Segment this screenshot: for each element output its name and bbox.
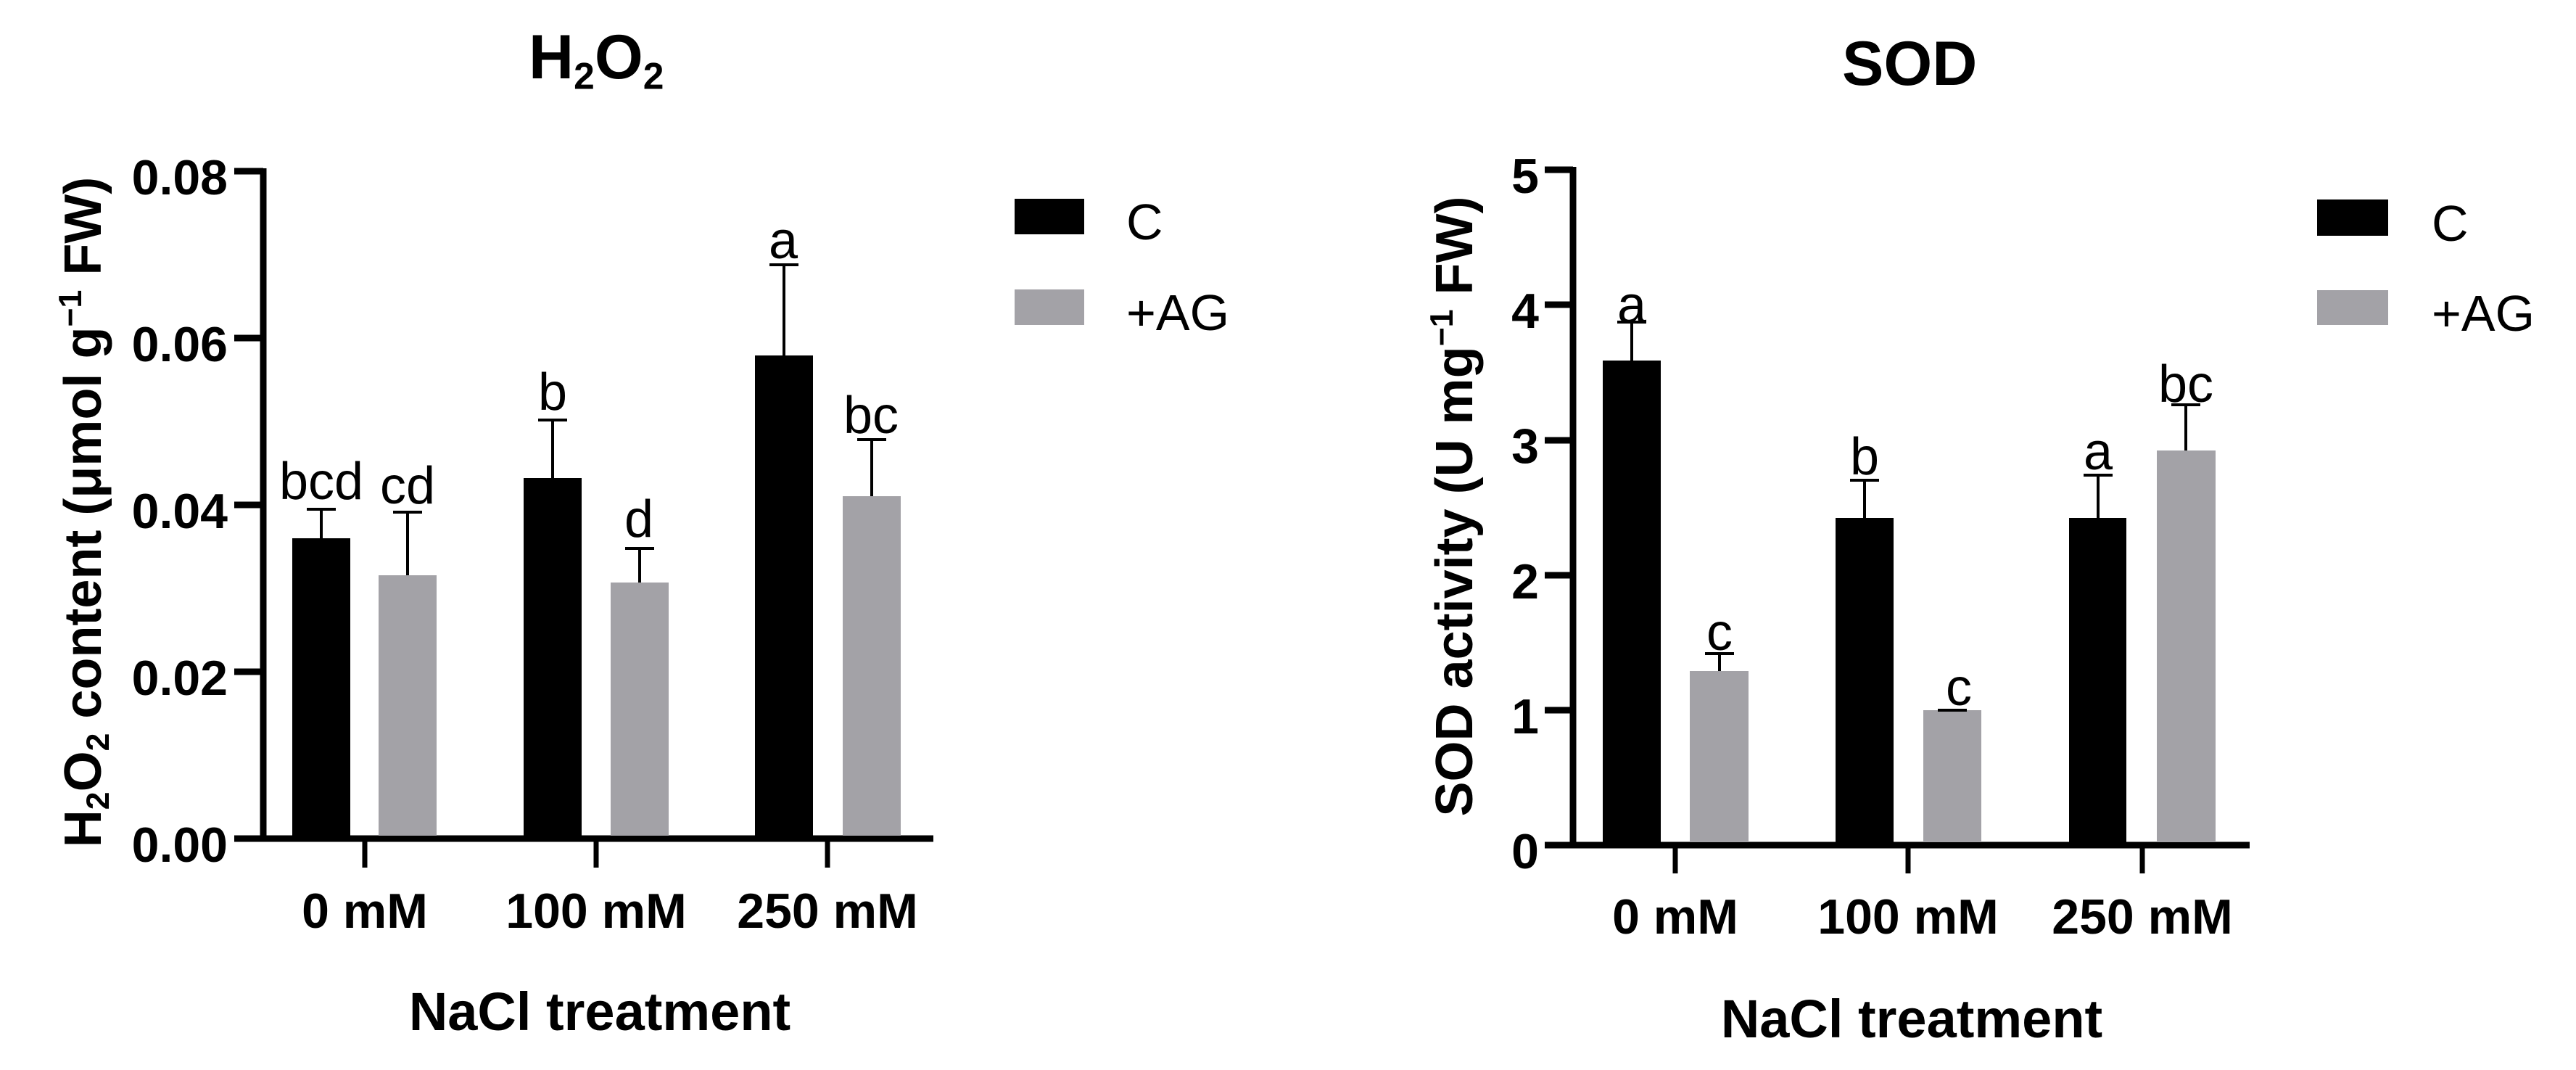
bar-ag-0mM: [1690, 671, 1749, 842]
x-category-label: 0 mM: [1612, 889, 1738, 945]
bar-c-0mM: [292, 538, 350, 836]
legend-label-ag: +AG: [2432, 285, 2535, 342]
y-tick-label: 5: [1511, 149, 1539, 204]
y-tick-label: 2: [1511, 554, 1539, 609]
bar-ag-0mM: [379, 575, 437, 836]
significance-label: d: [624, 490, 654, 548]
x-category-label: 100 mM: [1817, 889, 1999, 945]
x-category-label: 250 mM: [2052, 889, 2233, 945]
y-tick-label: 4: [1511, 284, 1539, 339]
significance-label: b: [537, 363, 568, 421]
bar-ag-250mM: [2157, 450, 2216, 842]
significance-label: b: [1849, 428, 1880, 486]
x-category-label: 0 mM: [302, 884, 428, 939]
title-subscript: 2: [574, 54, 595, 97]
title-subscript: 2: [643, 54, 664, 97]
x-axis-label-h2o2: NaCl treatment: [408, 981, 791, 1042]
significance-label: bc: [843, 387, 899, 445]
legend-label-ag: +AG: [1126, 284, 1230, 341]
significance-label: a: [768, 212, 798, 270]
y-tick-label: 0.00: [131, 818, 228, 873]
sod-bars: [1603, 361, 2216, 842]
sod-axes: [1545, 166, 2250, 873]
bar-c-250mM: [2069, 518, 2126, 842]
h2o2-bars: [292, 355, 901, 836]
y-tick-label: 0: [1511, 824, 1539, 879]
significance-label: bcd: [278, 453, 364, 511]
title-text: H: [529, 22, 574, 92]
legend-swatch-c: [2317, 199, 2388, 236]
significance-label: c: [1706, 604, 1733, 662]
y-tick-label: 0.04: [131, 484, 228, 539]
bar-ag-250mM: [843, 496, 901, 836]
x-category-label: 100 mM: [505, 884, 687, 939]
y-tick-label: 1: [1511, 689, 1539, 744]
legend-swatch-ag: [2317, 290, 2388, 325]
sod-error-bars: [1617, 321, 2200, 712]
bar-ag-100mM: [1923, 710, 1981, 842]
chart-title-sod: SOD: [1842, 29, 1978, 99]
title-text: O: [594, 22, 643, 92]
y-tick-label: 0.02: [131, 651, 228, 706]
legend-label-c: C: [1126, 194, 1163, 250]
x-category-label: 250 mM: [737, 884, 918, 939]
y-tick-label: 0.06: [131, 317, 228, 372]
h2o2-axes: [234, 168, 933, 868]
significance-label: a: [2083, 423, 2113, 481]
bar-c-0mM: [1603, 361, 1661, 842]
significance-label: bc: [2158, 355, 2214, 413]
bar-c-250mM: [755, 355, 813, 836]
y-tick-label: 0.08: [131, 150, 228, 205]
bar-c-100mM: [1836, 518, 1894, 842]
bar-c-100mM: [524, 478, 582, 836]
y-tick-label: 3: [1511, 419, 1539, 474]
h2o2-error-bars: [307, 263, 886, 583]
bar-ag-100mM: [611, 583, 669, 836]
x-axis-label-sod: NaCl treatment: [1720, 989, 2103, 1049]
legend-swatch-c: [1015, 199, 1084, 234]
legend-label-c: C: [2432, 195, 2469, 252]
chart-title-h2o2: H2O2: [529, 26, 664, 94]
significance-label: c: [1946, 659, 1972, 717]
legend-swatch-ag: [1015, 289, 1084, 325]
significance-label: cd: [379, 457, 436, 515]
